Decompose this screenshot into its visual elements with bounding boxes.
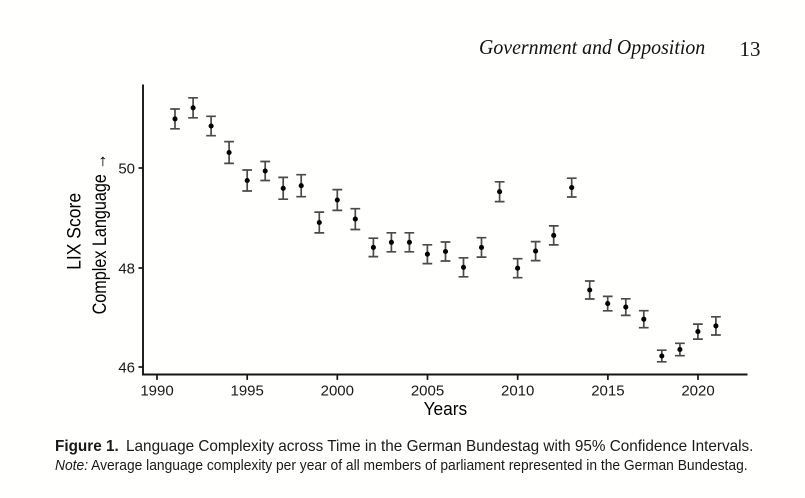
- svg-text:46: 46: [118, 359, 135, 376]
- svg-text:Complex Language →: Complex Language →: [90, 153, 111, 314]
- svg-text:Years: Years: [424, 398, 468, 419]
- svg-text:2010: 2010: [501, 382, 534, 399]
- svg-text:48: 48: [118, 260, 135, 277]
- svg-text:LIX Score: LIX Score: [64, 193, 85, 270]
- svg-text:2020: 2020: [681, 382, 714, 399]
- svg-text:50: 50: [118, 160, 135, 177]
- svg-text:1990: 1990: [140, 382, 173, 399]
- svg-text:2000: 2000: [321, 382, 354, 399]
- svg-text:2005: 2005: [411, 382, 444, 399]
- svg-text:1995: 1995: [231, 382, 264, 399]
- svg-text:2015: 2015: [591, 382, 624, 399]
